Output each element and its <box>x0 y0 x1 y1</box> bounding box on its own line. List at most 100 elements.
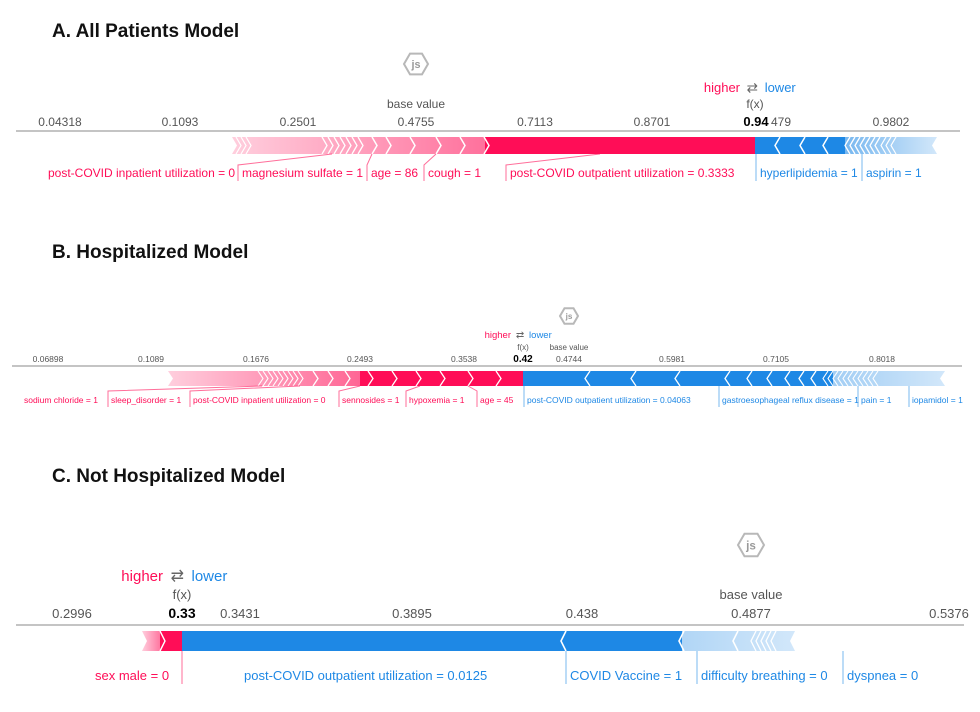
chevron-right-icon <box>495 370 502 387</box>
panel-c-output-value: 0.33 <box>168 605 195 621</box>
chevron-left-icon <box>766 370 773 387</box>
panel-a-connector-line <box>366 153 373 181</box>
chevron-left-icon <box>822 136 829 155</box>
panel-a-legend: higher ⇄ lower <box>704 80 797 95</box>
chevron-left-icon <box>864 136 871 155</box>
chevron-left-icon <box>844 136 851 155</box>
panel-b-feature-label: age = 45 <box>480 395 514 405</box>
chevron-left-icon <box>784 370 791 387</box>
js-hexagon <box>736 532 766 558</box>
panel-c-tick-label: 0.4877 <box>731 606 771 621</box>
panel-c-feature-label: post-COVID outpatient utilization = 0.01… <box>244 668 487 683</box>
chevron-left-icon <box>822 370 829 387</box>
panel-a-output-tick-tail: 479 <box>771 115 791 129</box>
panel-b-feature-label: post-COVID outpatient utilization = 0.04… <box>527 395 691 405</box>
panel-a-tick-label: 0.7113 <box>517 115 553 129</box>
chevron-left-icon <box>732 630 739 652</box>
panel-c-feature-label: sex male = 0 <box>95 668 169 683</box>
panel-b-feature-label: sleep_disorder = 1 <box>111 395 181 405</box>
panel-b-feature-label: pain = 1 <box>861 395 892 405</box>
legend-higher: higher <box>121 568 163 585</box>
chevron-right-icon <box>321 136 328 155</box>
panel-b-fx-label: f(x) <box>517 343 529 352</box>
panel-b-feature-label: iopamidol = 1 <box>912 395 963 405</box>
chevron-right-icon <box>339 136 346 155</box>
panel-c-js-logo-icon: js <box>736 532 766 558</box>
panel-b-js-logo-icon: js <box>558 307 580 325</box>
panel-a-connector-line <box>505 153 601 181</box>
panel-b-base-label: base value <box>550 343 589 352</box>
panel-c-feature-label: dyspnea = 0 <box>847 668 918 683</box>
panel-b-tick-label: 0.7105 <box>763 354 789 364</box>
chevron-right-icon <box>282 370 289 387</box>
chevron-left-icon <box>832 370 839 387</box>
panel-c-feature-label: difficulty breathing = 0 <box>701 668 828 683</box>
panel-a-segment-outpatient <box>485 137 755 154</box>
panel-b-connector-line <box>467 385 478 407</box>
panel-b-tick-label: 0.8018 <box>869 354 895 364</box>
chevron-left-icon <box>724 370 731 387</box>
panel-c-tick-label: 0.3431 <box>220 606 260 621</box>
chevron-right-icon <box>327 136 334 155</box>
panel-a-tick-label: 0.1093 <box>162 115 199 129</box>
chevron-right-icon <box>257 370 264 387</box>
chevron-left-icon <box>760 630 767 652</box>
panel-b-connector-line <box>405 385 421 407</box>
panel-a-tick-label: 0.04318 <box>38 115 82 129</box>
chevron-left-icon <box>847 370 854 387</box>
panel-c-chevrons <box>159 630 777 652</box>
panel-a-tick-label: 0.4755 <box>398 115 435 129</box>
chevron-right-icon <box>391 370 398 387</box>
panel-a-chevrons <box>235 136 897 155</box>
chevron-left-icon <box>885 136 892 155</box>
chevron-right-icon <box>357 136 364 155</box>
chevron-right-icon <box>344 370 351 387</box>
chevron-right-icon <box>385 136 392 155</box>
panel-b-tick-label: 0.1089 <box>138 354 164 364</box>
chevron-left-icon <box>765 630 772 652</box>
chevron-right-icon <box>435 136 442 155</box>
chevron-right-icon <box>351 136 358 155</box>
panel-a-feature-label: aspirin = 1 <box>866 166 922 180</box>
chevron-right-icon <box>292 370 299 387</box>
panel-b-tick-label: 0.2493 <box>347 354 373 364</box>
chevron-left-icon <box>584 370 591 387</box>
panel-b-connector-line <box>189 385 301 407</box>
chevron-right-icon <box>333 136 340 155</box>
legend-arrows-icon: ⇄ <box>747 80 759 95</box>
legend-lower: lower <box>529 330 552 341</box>
legend-higher: higher <box>704 80 741 95</box>
chevron-left-icon <box>854 136 861 155</box>
chevron-right-icon <box>297 370 304 387</box>
chevron-left-icon <box>837 370 844 387</box>
panel-c-title: C. Not Hospitalized Model <box>52 466 285 487</box>
chevron-right-icon <box>483 136 490 155</box>
chevron-left-icon <box>852 370 859 387</box>
panel-b-tick-label: 0.5981 <box>659 354 685 364</box>
chevron-right-icon <box>272 370 279 387</box>
js-label: js <box>745 539 756 552</box>
legend-higher: higher <box>485 330 511 341</box>
panel-a-feature-label: age = 86 <box>371 166 418 180</box>
chevron-right-icon <box>245 136 252 155</box>
chevron-left-icon <box>770 630 777 652</box>
chevron-left-icon <box>798 370 805 387</box>
chevron-left-icon <box>755 630 762 652</box>
panel-b-segment-outpatient <box>523 371 833 386</box>
panel-c-legend: higher ⇄ lower <box>121 568 227 585</box>
panel-b-tick-label: 0.1676 <box>243 354 269 364</box>
chevron-right-icon <box>327 370 334 387</box>
legend-arrows-icon: ⇄ <box>171 568 184 585</box>
legend-arrows-icon: ⇄ <box>516 330 524 341</box>
panel-a-feature-label: post-COVID inpatient utilization = 0 <box>48 166 235 180</box>
js-hexagon <box>402 52 430 76</box>
panel-b-title: B. Hospitalized Model <box>52 242 248 263</box>
panel-b-legend: higher ⇄ lower <box>485 330 552 341</box>
panel-b-connector-line <box>107 385 263 407</box>
chevron-right-icon <box>345 136 352 155</box>
panel-a-js-logo-icon: js <box>402 52 430 76</box>
panel-b-output-value: 0.42 <box>513 354 533 365</box>
panel-c-tick-label: 0.2996 <box>52 606 92 621</box>
chevron-right-icon <box>415 370 422 387</box>
chevron-right-icon <box>262 370 269 387</box>
